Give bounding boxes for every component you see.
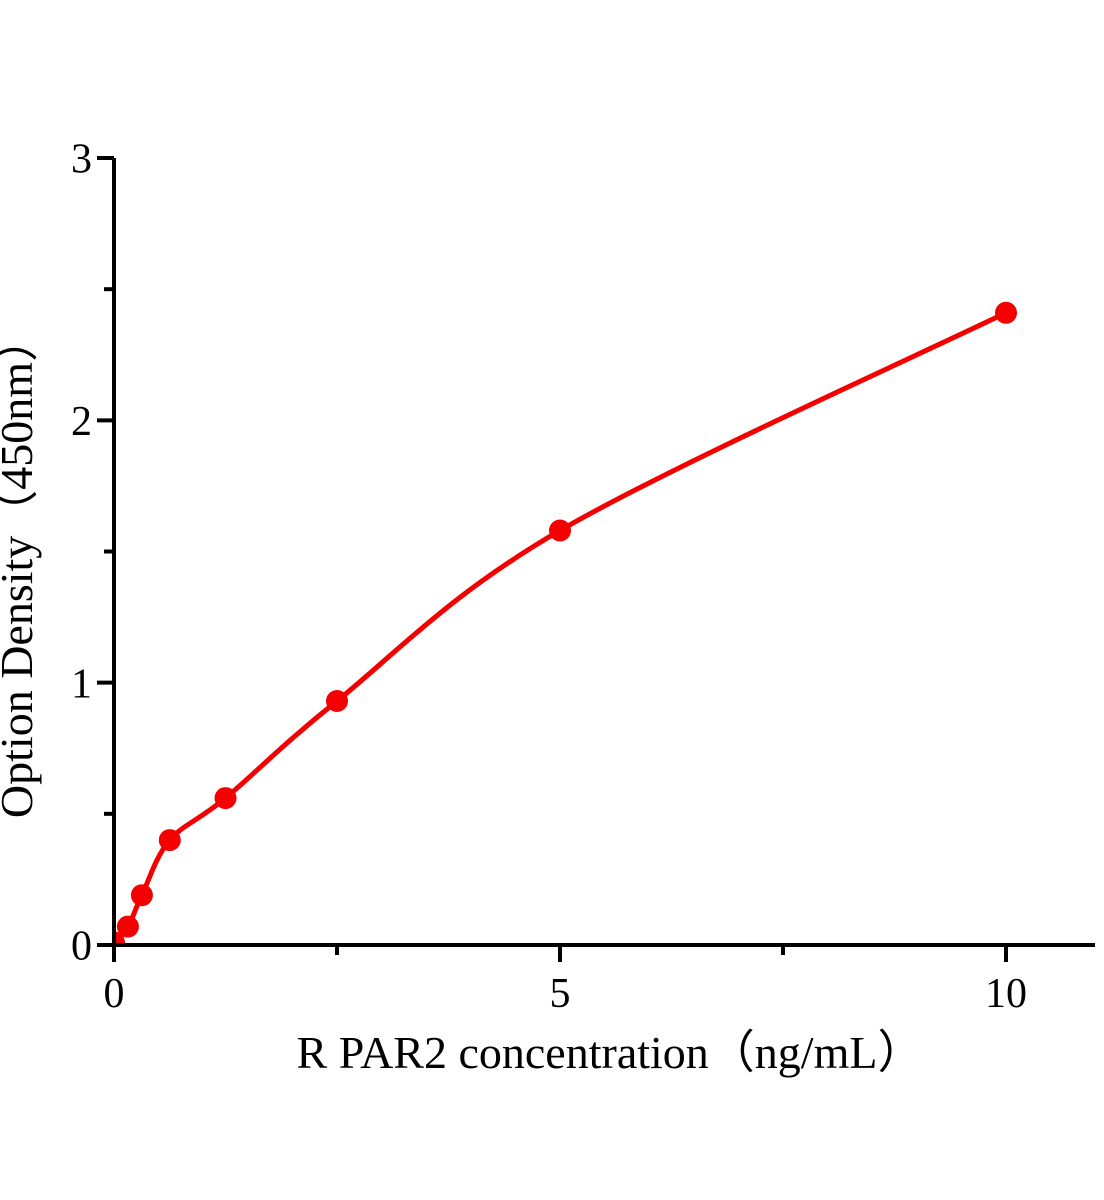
data-point	[995, 301, 1017, 324]
data-point	[116, 931, 125, 943]
data-point	[326, 690, 348, 712]
y-tick-label: 1	[71, 661, 92, 707]
y-tick-label: 0	[71, 924, 92, 970]
x-tick-label: 0	[104, 971, 125, 1017]
data-point	[130, 884, 153, 907]
standard-curve-line	[116, 310, 1008, 943]
plot-layer: 0 5 10 0 1 2 3	[71, 137, 1095, 1017]
axes	[112, 158, 1095, 947]
data-point	[549, 519, 571, 542]
x-tick-label: 5	[550, 971, 571, 1017]
data-point	[214, 787, 237, 810]
y-tick-label: 3	[71, 137, 92, 183]
x-axis-title: R PAR2 concentration（ng/mL）	[297, 1027, 924, 1078]
y-tick-label: 2	[71, 399, 92, 445]
y-axis-title: Option Density（450nm）	[0, 316, 42, 818]
data-point	[116, 915, 139, 938]
data-point	[158, 829, 181, 852]
x-tick-label: 10	[985, 971, 1027, 1017]
